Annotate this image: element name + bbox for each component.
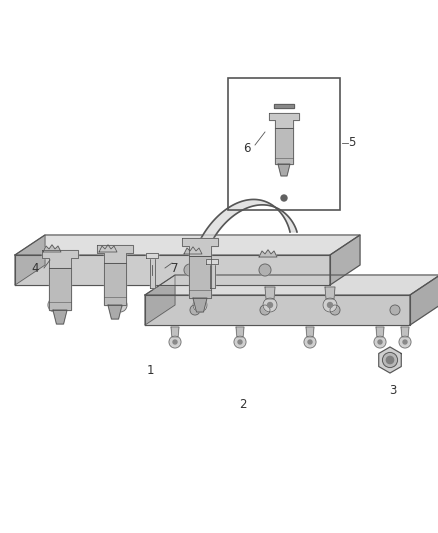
Polygon shape bbox=[43, 245, 61, 252]
Circle shape bbox=[330, 305, 340, 315]
Polygon shape bbox=[115, 287, 125, 299]
Polygon shape bbox=[195, 287, 205, 299]
Circle shape bbox=[399, 336, 411, 348]
Circle shape bbox=[259, 264, 271, 276]
Circle shape bbox=[374, 336, 386, 348]
Polygon shape bbox=[265, 287, 275, 299]
Circle shape bbox=[304, 336, 316, 348]
Circle shape bbox=[328, 303, 332, 308]
Polygon shape bbox=[15, 235, 45, 285]
Circle shape bbox=[386, 357, 394, 364]
Circle shape bbox=[113, 298, 127, 312]
Text: 3: 3 bbox=[389, 384, 397, 397]
Circle shape bbox=[390, 305, 400, 315]
Polygon shape bbox=[99, 245, 117, 252]
Polygon shape bbox=[275, 128, 293, 164]
Polygon shape bbox=[306, 327, 314, 337]
Polygon shape bbox=[149, 258, 155, 288]
Circle shape bbox=[173, 340, 177, 344]
Circle shape bbox=[114, 264, 126, 276]
Circle shape bbox=[193, 298, 207, 312]
Polygon shape bbox=[145, 295, 410, 325]
Circle shape bbox=[378, 340, 382, 344]
Circle shape bbox=[403, 340, 407, 344]
Polygon shape bbox=[190, 199, 297, 285]
Polygon shape bbox=[189, 256, 211, 298]
Circle shape bbox=[263, 298, 277, 312]
Circle shape bbox=[382, 352, 398, 368]
Circle shape bbox=[190, 305, 200, 315]
Text: 7: 7 bbox=[171, 262, 179, 274]
Circle shape bbox=[281, 195, 287, 201]
Polygon shape bbox=[184, 247, 202, 254]
Circle shape bbox=[169, 336, 181, 348]
Polygon shape bbox=[42, 250, 78, 268]
Polygon shape bbox=[53, 310, 67, 324]
Circle shape bbox=[48, 298, 62, 312]
Polygon shape bbox=[376, 327, 384, 337]
Polygon shape bbox=[206, 259, 218, 264]
Polygon shape bbox=[104, 263, 126, 305]
Circle shape bbox=[198, 303, 202, 308]
Circle shape bbox=[234, 336, 246, 348]
Polygon shape bbox=[108, 305, 122, 319]
Polygon shape bbox=[97, 245, 133, 263]
Polygon shape bbox=[15, 255, 330, 285]
Text: 5: 5 bbox=[348, 136, 356, 149]
Polygon shape bbox=[50, 287, 60, 299]
Circle shape bbox=[260, 305, 270, 315]
Polygon shape bbox=[145, 275, 438, 295]
Polygon shape bbox=[145, 275, 175, 325]
Polygon shape bbox=[401, 327, 409, 337]
Circle shape bbox=[323, 298, 337, 312]
Polygon shape bbox=[171, 327, 179, 337]
Polygon shape bbox=[182, 238, 218, 256]
Polygon shape bbox=[15, 235, 360, 255]
Text: 2: 2 bbox=[239, 399, 247, 411]
Polygon shape bbox=[274, 104, 294, 108]
Circle shape bbox=[184, 264, 196, 276]
Polygon shape bbox=[379, 347, 401, 373]
Polygon shape bbox=[410, 275, 438, 325]
Polygon shape bbox=[330, 235, 360, 285]
Text: 1: 1 bbox=[146, 364, 154, 376]
Text: 6: 6 bbox=[243, 141, 251, 155]
Polygon shape bbox=[146, 253, 158, 258]
Polygon shape bbox=[268, 113, 299, 128]
Polygon shape bbox=[325, 287, 335, 299]
Text: 4: 4 bbox=[31, 262, 39, 274]
Circle shape bbox=[308, 340, 312, 344]
Polygon shape bbox=[278, 164, 290, 176]
Circle shape bbox=[238, 340, 242, 344]
Circle shape bbox=[268, 303, 272, 308]
Bar bbox=[228, 78, 340, 210]
Polygon shape bbox=[49, 268, 71, 310]
Polygon shape bbox=[236, 327, 244, 337]
Circle shape bbox=[53, 303, 57, 308]
Polygon shape bbox=[193, 298, 207, 312]
Polygon shape bbox=[209, 264, 215, 288]
Circle shape bbox=[117, 303, 123, 308]
Polygon shape bbox=[259, 250, 277, 257]
